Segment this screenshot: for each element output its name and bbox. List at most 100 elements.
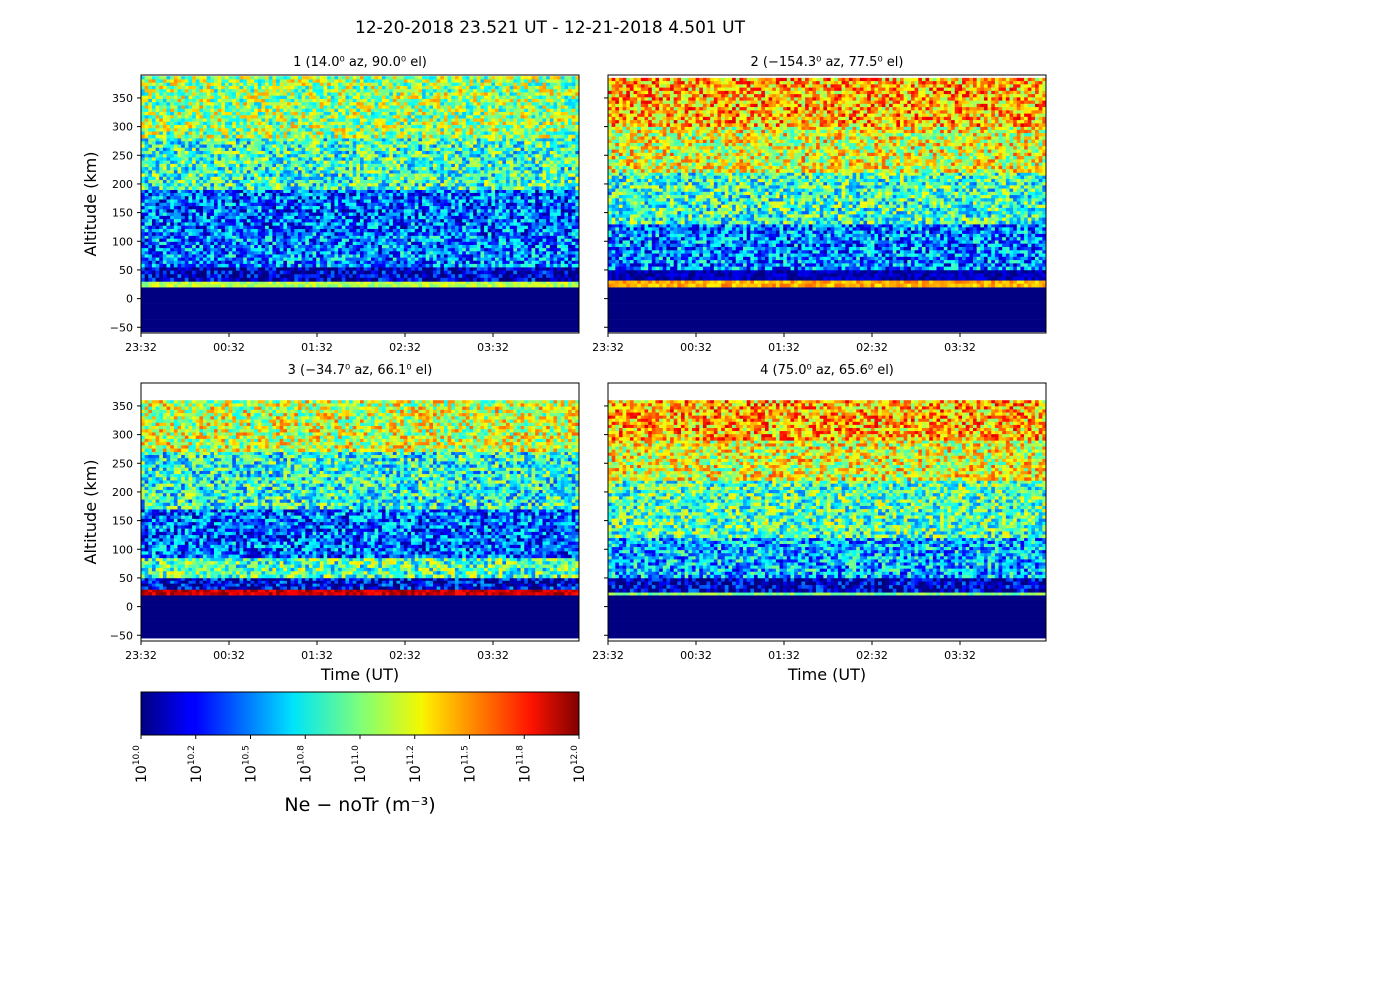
heatmap-cell [327, 226, 331, 230]
heatmap-cell [170, 222, 174, 226]
heatmap-cell [459, 274, 463, 278]
heatmap-cell [152, 209, 156, 213]
heatmap-cell [393, 193, 397, 197]
heatmap-cell [236, 219, 240, 223]
heatmap-cell [393, 200, 397, 204]
heatmap-cell [506, 245, 510, 248]
heatmap-cell [287, 264, 291, 267]
heatmap-cell [517, 209, 521, 213]
heatmap-cell [181, 145, 185, 149]
heatmap-cell [539, 242, 543, 245]
heatmap-cell [455, 145, 459, 149]
heatmap-cell [280, 248, 284, 251]
heatmap-cell [462, 138, 466, 142]
heatmap-cell [265, 251, 269, 254]
heatmap-cell [167, 248, 171, 251]
heatmap-cell [345, 242, 349, 245]
heatmap-cell [331, 284, 335, 287]
heatmap-cell [145, 213, 149, 217]
heatmap-cell [196, 216, 200, 220]
heatmap-cell [389, 251, 393, 254]
heatmap-cell [192, 193, 196, 197]
heatmap-cell [506, 151, 510, 155]
heatmap-cell [510, 219, 514, 223]
heatmap-cell [196, 274, 200, 278]
heatmap-cell [466, 229, 470, 233]
heatmap-cell [338, 278, 342, 282]
heatmap-cell [327, 239, 331, 242]
heatmap-cell [159, 190, 163, 194]
heatmap-cell [247, 203, 251, 207]
heatmap-cell [356, 251, 360, 254]
heatmap-cell [404, 226, 408, 230]
heatmap-cell [422, 219, 426, 223]
heatmap-cell [535, 271, 539, 275]
heatmap-cell [338, 236, 342, 239]
heatmap-cell [178, 151, 182, 155]
heatmap-cell [502, 203, 506, 207]
heatmap-cell [528, 242, 532, 245]
heatmap-cell [375, 219, 379, 223]
heatmap-cell [440, 138, 444, 142]
heatmap-cell [324, 151, 328, 155]
heatmap-cell [167, 281, 171, 284]
heatmap-cell [470, 267, 474, 271]
heatmap-cell [455, 213, 459, 217]
heatmap-cell [258, 226, 262, 230]
heatmap-cell [320, 222, 324, 226]
heatmap-cell [174, 138, 178, 142]
heatmap-cell [455, 284, 459, 287]
heatmap-cell [225, 236, 229, 239]
heatmap-cell [532, 196, 536, 200]
heatmap-cell [280, 219, 284, 223]
heatmap-cell [291, 213, 295, 217]
heatmap-cell [287, 151, 291, 155]
heatmap-cell [287, 138, 291, 142]
heatmap-cell [411, 151, 415, 155]
heatmap-cell [364, 193, 368, 197]
heatmap-cell [389, 229, 393, 233]
heatmap-cell [345, 267, 349, 271]
heatmap-cell [422, 196, 426, 200]
heatmap-cell [524, 216, 528, 220]
heatmap-cell [178, 138, 182, 142]
heatmap-cell [495, 193, 499, 197]
heatmap-cell [356, 148, 360, 152]
heatmap-cell [386, 229, 390, 233]
heatmap-cell [375, 239, 379, 242]
heatmap-cell [261, 274, 265, 278]
heatmap-cell [546, 200, 550, 204]
heatmap-cell [272, 284, 276, 287]
heatmap-cell [367, 271, 371, 275]
heatmap-cell [320, 251, 324, 254]
heatmap-cell [422, 216, 426, 220]
heatmap-cell [276, 193, 280, 197]
heatmap-cell [543, 209, 547, 213]
heatmap-cell [488, 281, 492, 284]
heatmap-cell [232, 226, 236, 230]
heatmap-cell [159, 281, 163, 284]
heatmap-cell [546, 264, 550, 267]
heatmap-cell [163, 216, 167, 220]
heatmap-cell [459, 226, 463, 230]
heatmap-cell [572, 206, 576, 210]
heatmap-cell [254, 281, 258, 284]
heatmap-cell [261, 251, 265, 254]
heatmap-cell [141, 226, 145, 230]
heatmap-cell [375, 151, 379, 155]
heatmap-cell [331, 222, 335, 226]
heatmap-cell [251, 206, 255, 210]
heatmap-cell [185, 245, 189, 248]
heatmap-cell [229, 281, 233, 284]
heatmap-cell [517, 138, 521, 142]
heatmap-cell [386, 196, 390, 200]
heatmap-cell [371, 206, 375, 210]
heatmap-cell [506, 193, 510, 197]
heatmap-cell [400, 258, 404, 261]
heatmap-cell [174, 236, 178, 239]
heatmap-cell [174, 219, 178, 223]
heatmap-cell [499, 271, 503, 275]
heatmap-cell [156, 193, 160, 197]
heatmap-cell [477, 239, 481, 242]
heatmap-cell [148, 190, 152, 194]
